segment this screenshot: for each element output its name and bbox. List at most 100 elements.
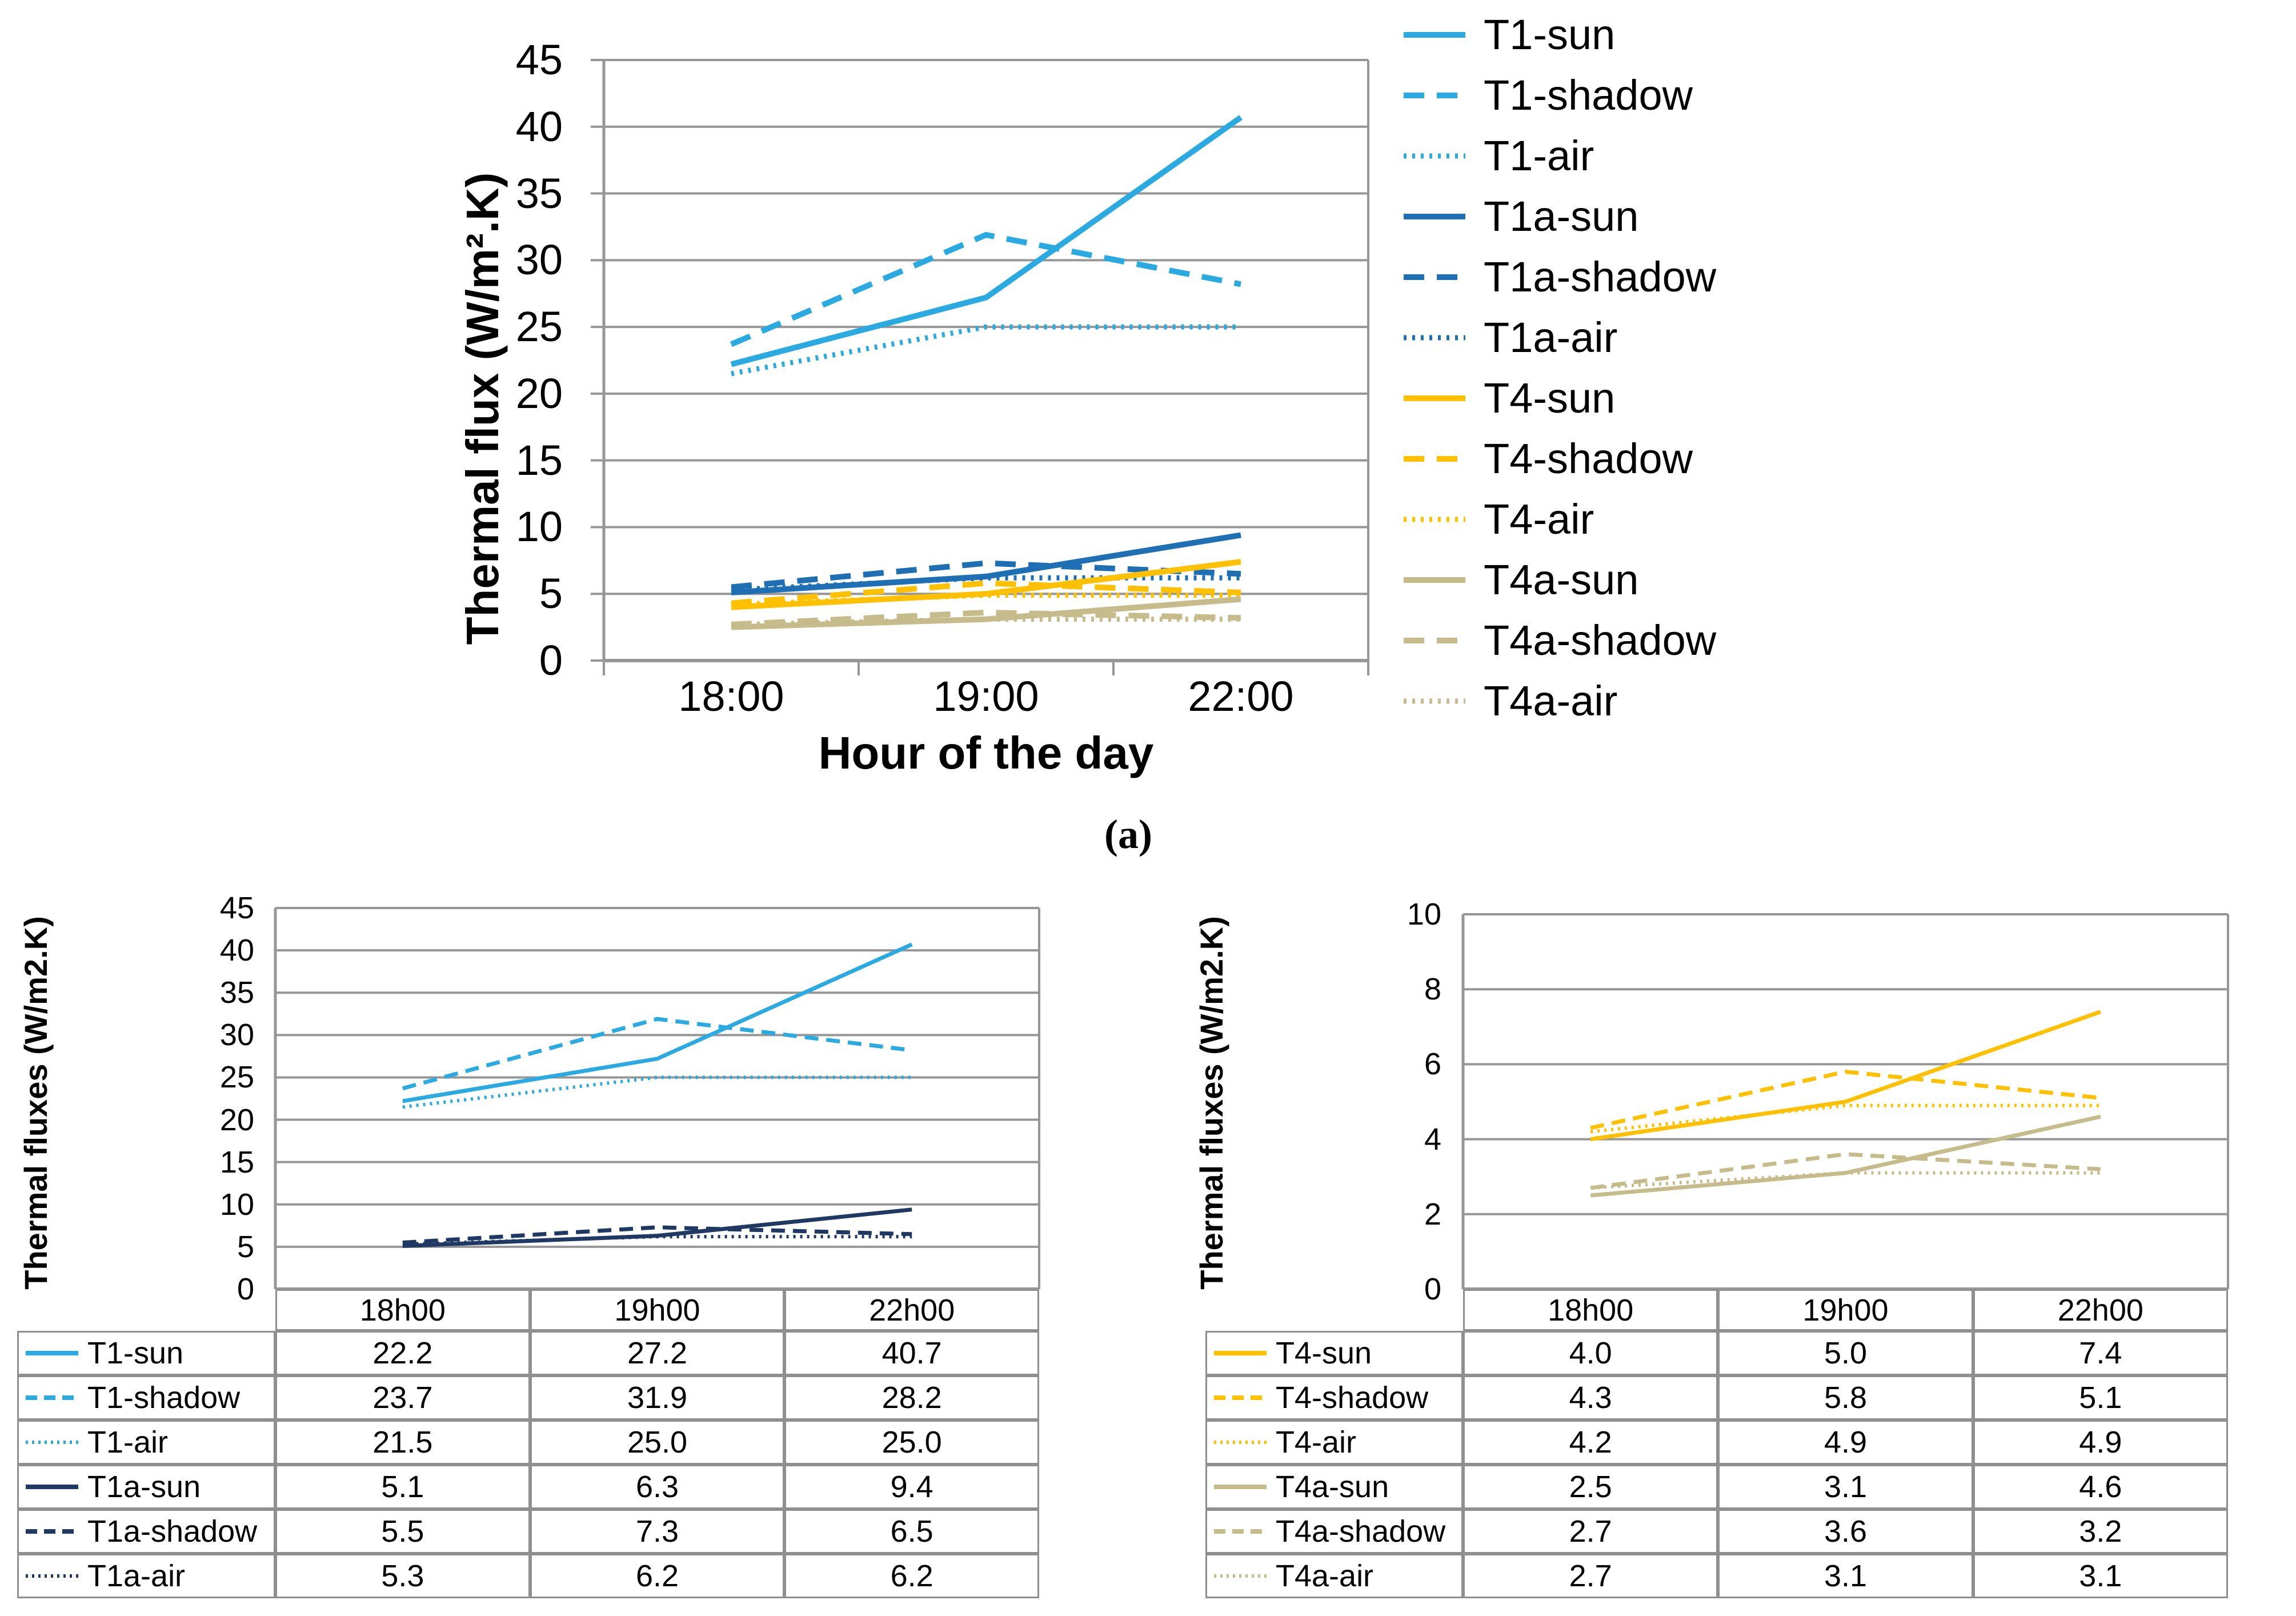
series-line-t1a-sun [731, 532, 1241, 595]
y-tick-label: 15 [219, 1145, 254, 1179]
table-value-cell: 2.5 [1463, 1465, 1718, 1509]
y-tick-label: 2 [1424, 1197, 1441, 1231]
table-value-cell: 7.3 [530, 1509, 785, 1554]
y-tick-label: 30 [515, 236, 563, 284]
legend-key-line [1404, 214, 1465, 219]
series-line-t1-sun [730, 115, 1243, 367]
table-value-cell: 3.6 [1718, 1509, 1973, 1554]
series-line-t4-shadow [1590, 1069, 2101, 1130]
table-value-cell: 9.4 [784, 1465, 1039, 1509]
legend-key-line [1404, 153, 1465, 159]
legend-label: T4-shadow [1484, 435, 1693, 482]
legend-label: T1-air [1484, 132, 1594, 179]
table-row-label: T4-sun [1276, 1336, 1372, 1370]
y-tick-label: 10 [1407, 897, 1441, 931]
legend-key-line [1404, 638, 1465, 643]
y-tick-label: 10 [219, 1187, 254, 1222]
legend-item-t4a-sun: T4a-sun [1403, 550, 1638, 610]
legend-label: T4-sun [1484, 374, 1616, 422]
y-tick-label: 40 [219, 933, 254, 968]
chart-c-data-table: 18h00 19h00 22h00 T4-sun 4.0 5.0 7.4 T4-shadow 4… [1205, 1289, 2228, 1598]
table-value-cell: 4.9 [1973, 1420, 2228, 1465]
panel-a-label: (a) [1104, 811, 1152, 857]
table-value-cell: 4.9 [1718, 1420, 1973, 1465]
table-key-line [1214, 1441, 1267, 1444]
legend-key-line [1404, 698, 1465, 704]
legend-key-line [1404, 93, 1465, 98]
y-tick-label: 40 [515, 102, 563, 150]
legend-item-t4a-shadow: T4a-shadow [1403, 610, 1716, 671]
y-tick-label: 10 [515, 503, 563, 551]
y-tick-label: 35 [219, 975, 254, 1010]
table-row-key-t1-air: T1-air [17, 1420, 275, 1465]
table-row-key-t4a-sun: T4a-sun [1205, 1465, 1463, 1509]
legend-key-line [1404, 395, 1465, 401]
table-value-cell: 5.3 [275, 1554, 530, 1598]
table-value-cell: 6.2 [530, 1554, 785, 1598]
x-tick-label: 18:00 [678, 673, 784, 720]
series-line-t1-air [731, 324, 1241, 377]
table-value-cell: 28.2 [784, 1375, 1039, 1420]
table-value-cell: 4.3 [1463, 1375, 1718, 1420]
y-tick-label: 20 [515, 369, 563, 417]
table-value-cell: 6.5 [784, 1509, 1039, 1554]
table-key-line [1214, 1395, 1267, 1400]
table-value-cell: 3.1 [1718, 1554, 1973, 1598]
table-value-cell: 3.1 [1973, 1554, 2228, 1598]
table-row-key-t4a-air: T4a-air [1205, 1554, 1463, 1598]
table-row-label: T1a-sun [87, 1470, 201, 1504]
table-key-line [1214, 1529, 1267, 1534]
table-key-line [26, 1441, 78, 1444]
legend-label: T1a-shadow [1484, 253, 1717, 301]
y-tick-label: 30 [219, 1018, 254, 1053]
y-tick-label: 15 [515, 436, 563, 484]
table-key-line [26, 1529, 78, 1534]
legend-key-line [1404, 517, 1465, 522]
series-line-t1-shadow [730, 231, 1241, 347]
table-row-label: T1a-air [87, 1559, 186, 1593]
table-value-cell: 2.7 [1463, 1509, 1718, 1554]
table-key-line [26, 1485, 78, 1489]
y-tick-label: 0 [539, 637, 563, 684]
y-tick-label: 0 [237, 1272, 254, 1306]
table-row-key-t1a-air: T1a-air [17, 1554, 275, 1598]
legend-item-t4-air: T4-air [1403, 489, 1594, 550]
table-value-cell: 31.9 [530, 1375, 785, 1420]
legend-label: T1a-sun [1484, 193, 1639, 240]
table-value-cell: 3.2 [1973, 1509, 2228, 1554]
legend-item-t1-air: T1-air [1403, 126, 1594, 186]
table-value-cell: 7.4 [1973, 1331, 2228, 1375]
legend-item-t1a-air: T1a-air [1403, 307, 1617, 368]
table-value-cell: 6.2 [784, 1554, 1039, 1598]
series-line-t1-sun [402, 942, 913, 1103]
series-line-t1a-shadow [731, 560, 1241, 590]
chart-c-svg [1461, 913, 2229, 1291]
table-value-cell: 5.1 [275, 1465, 530, 1509]
legend-item-t4-shadow: T4-shadow [1403, 429, 1693, 489]
series-line-t1-shadow [402, 1017, 912, 1091]
y-tick-label: 0 [1424, 1272, 1441, 1306]
table-row-label: T4-air [1276, 1425, 1357, 1459]
legend-item-t4a-air: T4a-air [1403, 671, 1617, 731]
table-row-key-t1a-sun: T1a-sun [17, 1465, 275, 1509]
series-line-t4-shadow [731, 580, 1241, 606]
table-column-header: 18h00 [1463, 1289, 1718, 1331]
table-row-key-t1a-shadow: T1a-shadow [17, 1509, 275, 1554]
legend-label: T1-sun [1484, 11, 1616, 58]
table-row-key-t1-sun: T1-sun [17, 1331, 275, 1375]
series-line-t4a-air [1590, 1171, 2101, 1190]
y-tick-label: 8 [1424, 972, 1441, 1007]
table-row-key-t4a-shadow: T4a-shadow [1205, 1509, 1463, 1554]
y-tick-label: 20 [219, 1102, 254, 1137]
table-column-header: 18h00 [275, 1289, 530, 1331]
y-tick-label: 5 [237, 1229, 254, 1264]
chart-b-data-table: 18h00 19h00 22h00 T1-sun 22.2 27.2 40.7 T1-shad… [17, 1289, 1039, 1598]
table-row-key-t4-sun: T4-sun [1205, 1331, 1463, 1375]
y-tick-label: 25 [219, 1060, 254, 1095]
table-value-cell: 2.7 [1463, 1554, 1718, 1598]
legend-label: T4a-sun [1484, 556, 1639, 603]
table-value-cell: 4.6 [1973, 1465, 2228, 1509]
table-value-cell: 4.0 [1463, 1331, 1718, 1375]
table-value-cell: 23.7 [275, 1375, 530, 1420]
